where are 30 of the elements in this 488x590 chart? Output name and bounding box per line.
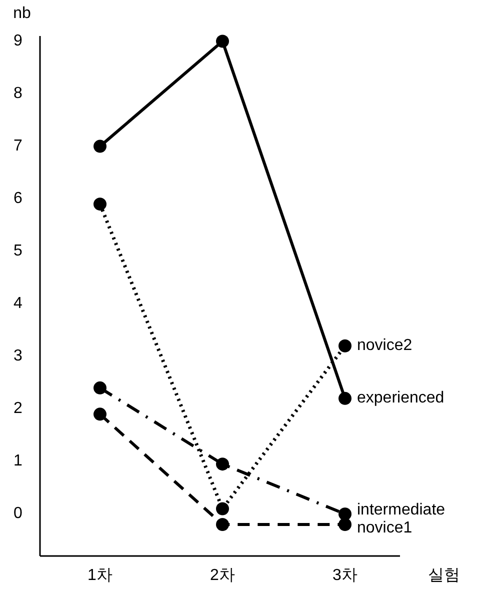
y-tick-label: 6 <box>14 190 23 208</box>
point <box>94 408 106 421</box>
point <box>216 458 229 471</box>
series-label: novice2 <box>357 337 412 354</box>
point <box>338 339 352 352</box>
series-label: intermediate <box>357 501 446 518</box>
point <box>216 502 229 516</box>
point <box>94 140 106 153</box>
point <box>94 381 106 394</box>
x-tick-label: 2차 <box>210 567 235 584</box>
x-tick-label: 3차 <box>332 567 358 584</box>
series-label: experienced <box>357 390 444 407</box>
point <box>338 518 352 531</box>
y-tick-label: 4 <box>14 295 23 312</box>
point <box>216 518 229 531</box>
y-tick-label: 7 <box>14 138 23 155</box>
y-tick-label: 3 <box>14 348 23 365</box>
series-label: novice1 <box>357 519 412 536</box>
y-tick-label: 0 <box>14 505 23 522</box>
point <box>216 34 229 48</box>
y-tick-label: 8 <box>14 84 23 102</box>
y-tick-label: 5 <box>14 242 23 260</box>
y-tick-label: 1 <box>14 452 23 470</box>
y-axis-title: nb <box>13 5 31 22</box>
y-tick-label: 9 <box>14 32 23 50</box>
x-axis-title: 실험 <box>428 567 460 584</box>
point <box>338 392 352 405</box>
x-tick-label: 1차 <box>88 567 112 584</box>
point <box>94 198 106 211</box>
y-tick-label: 2 <box>14 400 23 418</box>
